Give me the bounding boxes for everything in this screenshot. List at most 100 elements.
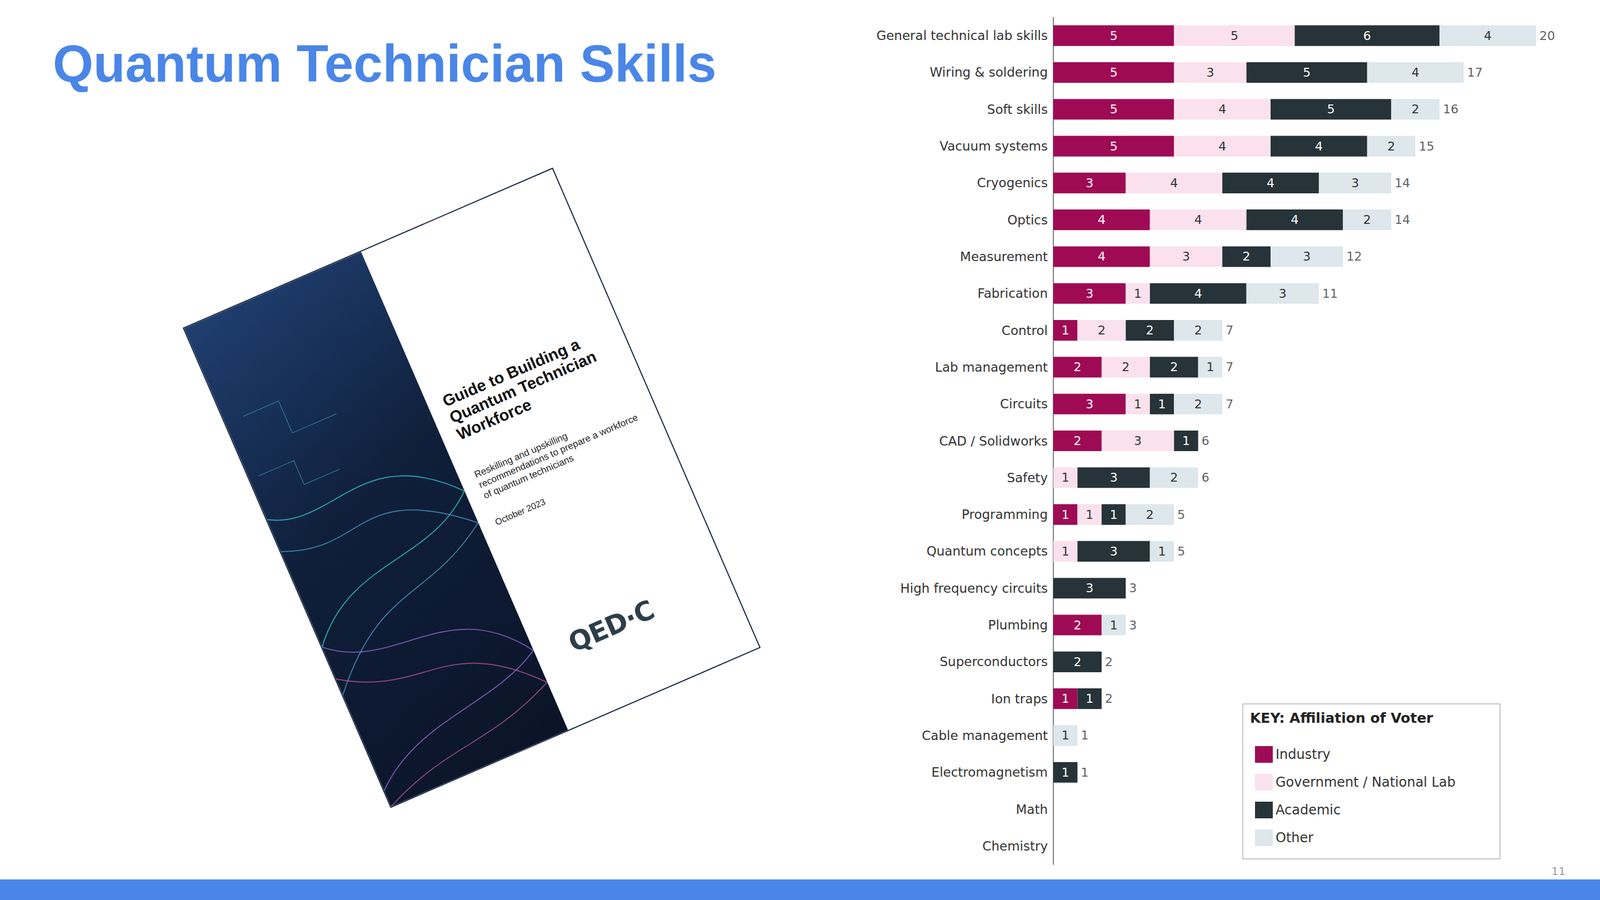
svg-text:1: 1 (1061, 691, 1070, 706)
svg-text:3: 3 (1302, 249, 1311, 264)
svg-text:2: 2 (1170, 360, 1178, 374)
svg-text:17: 17 (1467, 65, 1483, 80)
svg-text:1: 1 (1085, 691, 1094, 706)
svg-text:3: 3 (1085, 176, 1094, 190)
svg-text:12: 12 (1346, 249, 1362, 264)
svg-text:2: 2 (1146, 323, 1154, 338)
svg-text:2: 2 (1105, 691, 1113, 706)
svg-text:7: 7 (1225, 360, 1234, 374)
svg-text:1: 1 (1080, 765, 1089, 780)
svg-text:KEY: Affiliation of Voter: KEY: Affiliation of Voter (1250, 710, 1434, 727)
svg-text:2: 2 (1073, 655, 1082, 669)
svg-text:2: 2 (1363, 212, 1372, 227)
svg-text:7: 7 (1225, 397, 1234, 412)
svg-text:Quantum Technician Skills: Quantum Technician Skills (52, 34, 717, 93)
svg-text:5: 5 (1110, 65, 1118, 80)
svg-text:4: 4 (1218, 139, 1227, 154)
svg-text:14: 14 (1394, 176, 1410, 190)
svg-text:High frequency circuits: High frequency circuits (900, 581, 1048, 596)
svg-text:11: 11 (1322, 286, 1338, 301)
svg-text:1: 1 (1085, 507, 1094, 522)
svg-text:1: 1 (1110, 618, 1118, 633)
svg-text:16: 16 (1442, 102, 1459, 117)
svg-text:5: 5 (1110, 139, 1118, 154)
svg-text:2: 2 (1073, 618, 1082, 633)
svg-text:4: 4 (1170, 176, 1178, 190)
svg-text:4: 4 (1194, 212, 1203, 227)
svg-text:5: 5 (1110, 102, 1118, 117)
svg-text:Quantum concepts: Quantum concepts (926, 543, 1048, 559)
svg-text:Other: Other (1275, 830, 1314, 846)
svg-text:4: 4 (1411, 65, 1420, 80)
svg-text:3: 3 (1182, 249, 1190, 264)
svg-text:Industry: Industry (1275, 746, 1331, 763)
svg-text:Optics: Optics (1007, 212, 1048, 228)
svg-text:2: 2 (1073, 360, 1082, 374)
svg-text:1: 1 (1061, 507, 1070, 522)
svg-text:2: 2 (1170, 470, 1178, 485)
svg-text:3: 3 (1128, 618, 1137, 633)
svg-text:3: 3 (1128, 581, 1137, 595)
svg-text:4: 4 (1218, 102, 1227, 117)
svg-text:2: 2 (1411, 102, 1420, 117)
svg-text:7: 7 (1225, 323, 1234, 338)
svg-text:Safety: Safety (1006, 470, 1048, 485)
svg-text:3: 3 (1278, 286, 1287, 301)
svg-text:Circuits: Circuits (1000, 396, 1048, 412)
svg-text:Programming: Programming (961, 507, 1048, 522)
svg-text:1: 1 (1133, 286, 1142, 301)
svg-text:5: 5 (1230, 28, 1239, 43)
svg-text:1: 1 (1133, 397, 1142, 412)
svg-text:Measurement: Measurement (960, 249, 1048, 264)
svg-text:Cable management: Cable management (921, 728, 1048, 743)
svg-text:4: 4 (1315, 139, 1323, 154)
svg-text:14: 14 (1394, 212, 1410, 227)
svg-text:2: 2 (1121, 360, 1130, 374)
svg-text:1: 1 (1061, 765, 1070, 780)
svg-text:Ion traps: Ion traps (991, 691, 1048, 707)
svg-text:15: 15 (1418, 139, 1435, 154)
svg-text:4: 4 (1291, 212, 1299, 227)
svg-text:2: 2 (1097, 323, 1106, 338)
svg-text:1: 1 (1061, 544, 1070, 559)
svg-text:Math: Math (1015, 802, 1048, 817)
svg-text:1: 1 (1182, 433, 1190, 448)
svg-text:1: 1 (1080, 728, 1089, 743)
svg-text:6: 6 (1363, 28, 1372, 43)
svg-text:Plumbing: Plumbing (988, 617, 1048, 633)
svg-text:4: 4 (1266, 176, 1275, 190)
svg-text:1: 1 (1206, 360, 1214, 374)
svg-text:Electromagnetism: Electromagnetism (931, 765, 1048, 780)
svg-text:1: 1 (1158, 397, 1167, 412)
svg-text:2: 2 (1194, 323, 1203, 338)
svg-text:3: 3 (1110, 470, 1118, 485)
svg-text:Government / National Lab: Government / National Lab (1275, 774, 1456, 790)
svg-text:5: 5 (1302, 65, 1311, 80)
svg-text:3: 3 (1351, 176, 1359, 190)
svg-text:2: 2 (1387, 139, 1395, 154)
svg-text:3: 3 (1133, 433, 1142, 448)
svg-text:1: 1 (1110, 507, 1118, 522)
svg-text:4: 4 (1097, 249, 1106, 264)
svg-text:Soft skills: Soft skills (987, 102, 1048, 117)
svg-text:CAD / Solidworks: CAD / Solidworks (938, 433, 1048, 449)
svg-text:2: 2 (1073, 433, 1082, 448)
svg-text:Control: Control (1001, 323, 1048, 338)
svg-text:1: 1 (1061, 470, 1070, 485)
svg-text:3: 3 (1085, 397, 1094, 412)
svg-text:2: 2 (1194, 397, 1203, 412)
svg-text:3: 3 (1085, 286, 1094, 301)
svg-text:5: 5 (1327, 102, 1335, 117)
svg-text:1: 1 (1158, 544, 1167, 559)
svg-text:6: 6 (1201, 433, 1210, 448)
svg-text:General technical lab skills: General technical lab skills (876, 28, 1048, 43)
svg-text:1: 1 (1061, 728, 1070, 743)
svg-text:4: 4 (1483, 28, 1492, 43)
svg-text:Wiring & soldering: Wiring & soldering (930, 65, 1048, 80)
svg-text:3: 3 (1206, 65, 1214, 80)
svg-text:4: 4 (1097, 212, 1106, 227)
svg-text:4: 4 (1194, 286, 1203, 301)
svg-text:6: 6 (1201, 470, 1210, 485)
svg-text:2: 2 (1105, 655, 1113, 669)
svg-text:Chemistry: Chemistry (982, 838, 1048, 854)
